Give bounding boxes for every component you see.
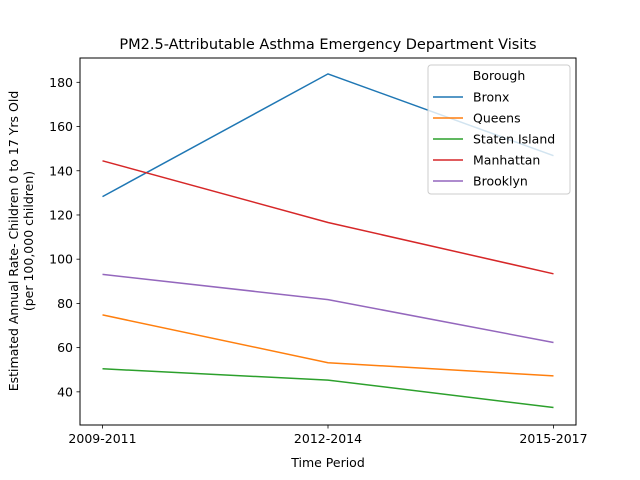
x-tick-label: 2009-2011 [68,431,136,446]
series-line-manhattan [102,160,554,275]
chart-title: PM2.5-Attributable Asthma Emergency Depa… [119,37,536,53]
y-axis-label-line2: (per 100,000 children) [21,171,36,311]
y-tick-label: 120 [49,207,73,222]
legend-label: Brooklyn [473,174,528,189]
series-line-staten-island [102,368,554,409]
legend-label: Queens [473,111,521,126]
y-tick-label: 140 [49,163,73,178]
y-axis-label: Estimated Annual Rate- Children 0 to 17 … [6,91,36,392]
series-line-queens [102,314,554,377]
legend-label: Bronx [473,90,509,105]
legend: Borough Bronx Queens Staten Island Manhatta… [427,64,571,195]
plot-frame [79,57,577,426]
x-tick-label: 2012-2014 [294,431,362,446]
y-tick-label: 100 [49,252,73,267]
x-axis-label: Time Period [290,455,365,470]
x-axis-ticks: 2009-2011 2012-2014 2015-2017 [68,425,588,446]
y-tick-label: 180 [49,75,73,90]
y-axis-ticks: 40 60 80 100 120 140 160 180 [49,75,80,399]
legend-label: Staten Island [473,132,555,147]
series-line-brooklyn [102,273,554,344]
legend-items: Bronx Queens Staten Island Manhattan Brookly… [433,90,555,189]
y-tick-label: 160 [49,119,73,134]
y-axis-label-line1: Estimated Annual Rate- Children 0 to 17 … [6,91,21,392]
legend-label: Manhattan [473,153,540,168]
y-tick-label: 80 [57,296,73,311]
legend-title: Borough [473,68,526,83]
y-tick-label: 40 [57,384,73,399]
x-tick-label: 2015-2017 [519,431,587,446]
legend-box [427,64,571,195]
y-tick-label: 60 [57,340,73,355]
